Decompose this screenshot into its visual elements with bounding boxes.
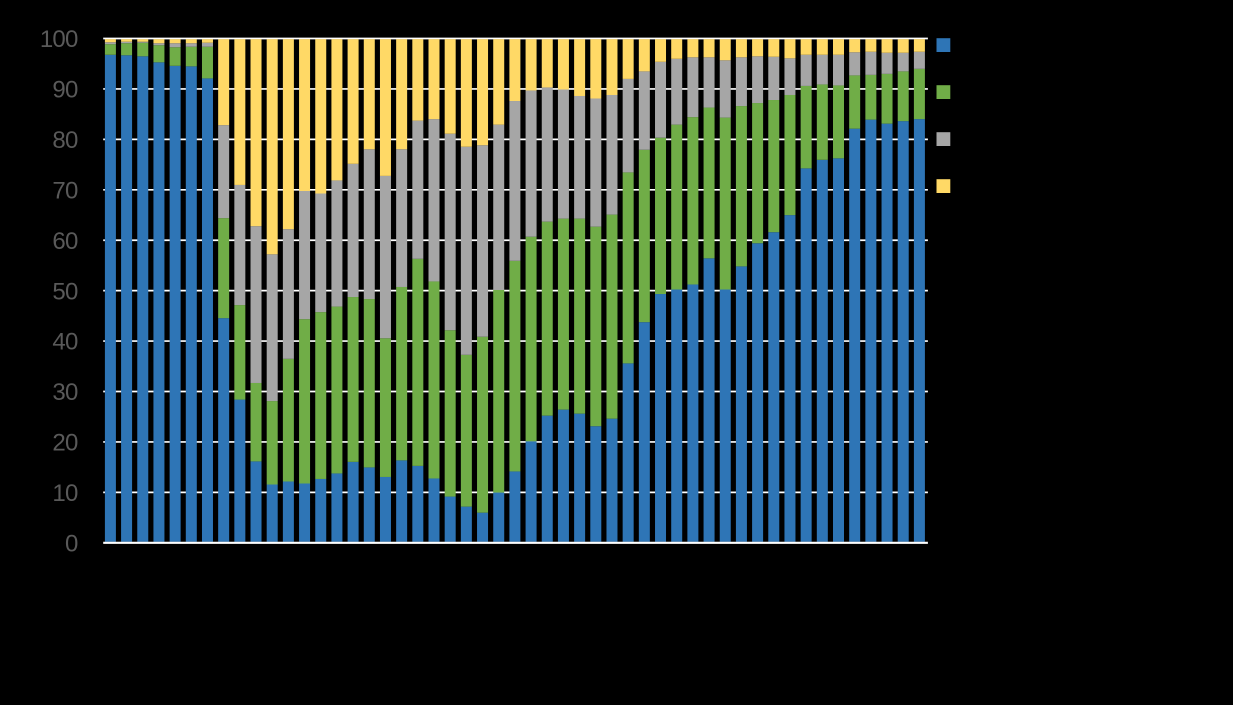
svg-text:90: 90 <box>52 77 78 104</box>
svg-text:0: 0 <box>65 530 78 557</box>
svg-text:100: 100 <box>40 26 78 53</box>
svg-text:60: 60 <box>52 228 78 255</box>
svg-text:40: 40 <box>52 329 78 356</box>
svg-text:80: 80 <box>52 127 78 154</box>
svg-text:30: 30 <box>52 379 78 406</box>
svg-text:10: 10 <box>52 480 78 507</box>
svg-text:20: 20 <box>52 430 78 457</box>
svg-text:70: 70 <box>52 177 78 204</box>
svg-text:50: 50 <box>52 278 78 305</box>
